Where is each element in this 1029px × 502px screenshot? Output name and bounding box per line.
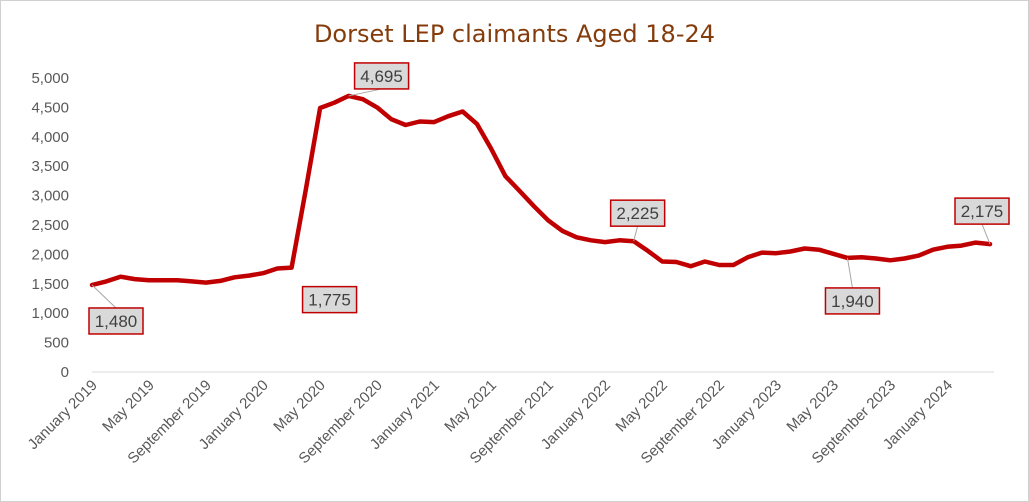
chart-title: Dorset LEP claimants Aged 18-24 — [313, 20, 716, 48]
leader-line — [633, 226, 639, 242]
x-tick-label: May 2019 — [99, 377, 158, 436]
x-tick-label: May 2020 — [270, 377, 329, 436]
y-tick-label: 500 — [44, 335, 69, 352]
data-label-text: 1,775 — [308, 291, 351, 310]
leader-line — [846, 257, 853, 289]
data-label-box — [353, 62, 410, 90]
y-tick-label: 0 — [61, 364, 69, 381]
y-tick-label: 3,000 — [31, 188, 69, 205]
data-label-box — [88, 307, 144, 335]
y-tick-label: 1,000 — [31, 305, 69, 322]
data-label: 2,175 — [954, 197, 1010, 245]
x-tick-label: May 2021 — [441, 377, 500, 436]
data-label-text: 2,175 — [961, 202, 1004, 221]
y-tick-label: 5,000 — [31, 70, 69, 87]
leader-line — [91, 284, 117, 309]
series-line — [89, 93, 993, 288]
data-label-box — [954, 197, 1010, 225]
y-tick-label: 4,000 — [31, 129, 69, 146]
y-tick-label: 3,500 — [31, 158, 69, 175]
data-label: 1,480 — [88, 284, 144, 335]
x-tick-label: January 2019 — [25, 377, 101, 453]
data-label-text: 4,695 — [360, 67, 403, 86]
y-tick-label: 1,500 — [31, 276, 69, 293]
data-label-box — [609, 199, 666, 227]
leader-line — [981, 223, 991, 245]
data-label: 2,225 — [609, 199, 666, 242]
y-tick-label: 2,000 — [31, 246, 69, 263]
data-labels-group: 1,480 1,775 4,695 2,225 1,940 2,175 — [88, 62, 1010, 335]
y-axis: 0 500 1,000 1,500 2,000 2,500 3,000 3,500 4,000 4… — [31, 70, 69, 381]
data-label-box — [301, 285, 358, 314]
data-label-box — [824, 287, 881, 315]
data-label-text: 2,225 — [616, 204, 659, 223]
leader-line — [348, 88, 382, 97]
x-tick-label: May 2023 — [783, 377, 842, 436]
data-label: 1,940 — [824, 257, 881, 315]
y-tick-label: 2,500 — [31, 217, 69, 234]
data-label: 4,695 — [348, 62, 410, 97]
y-tick-label: 4,500 — [31, 99, 69, 116]
data-label: 1,775 — [301, 285, 358, 314]
data-label-text: 1,480 — [95, 312, 138, 331]
data-label-text: 1,940 — [831, 292, 874, 311]
x-tick-label: May 2022 — [612, 377, 671, 436]
series-group — [89, 93, 993, 288]
